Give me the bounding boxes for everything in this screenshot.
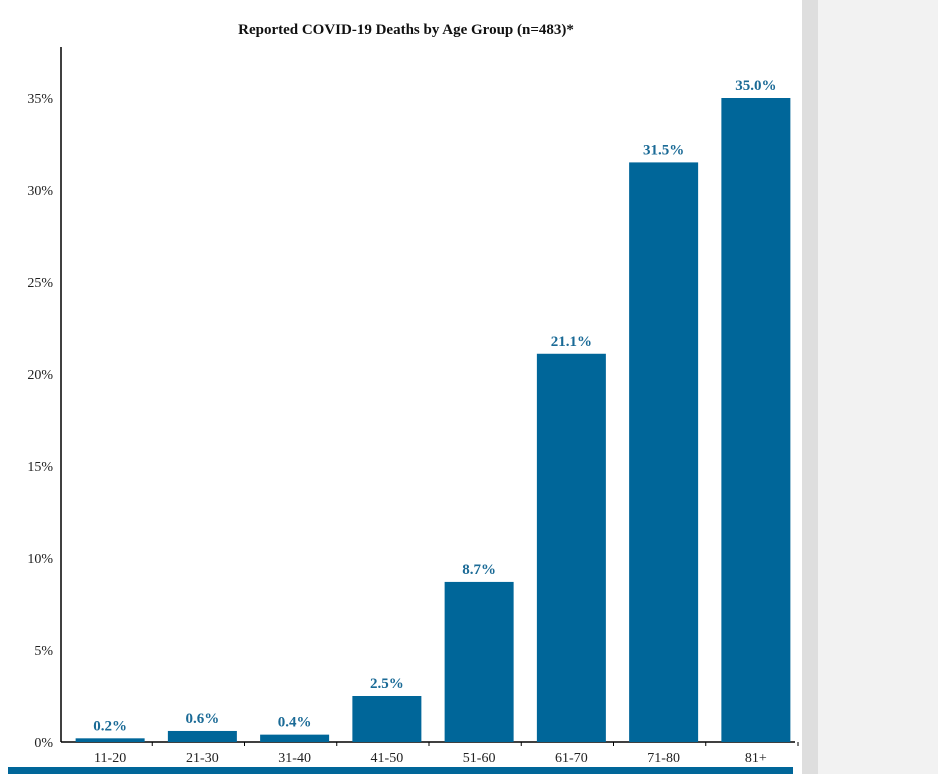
data-labels: 0.2% 0.6% 0.4% 2.5% 8.7% 21.1% 31.5% 35.0% — [93, 78, 776, 734]
data-label: 8.7% — [462, 562, 496, 578]
y-tick-label: 30% — [27, 184, 53, 199]
x-tick-label: 51-60 — [463, 751, 496, 766]
bottom-rule — [8, 767, 793, 774]
bar — [536, 353, 606, 742]
y-axis: 0% 5% 10% 15% 20% 25% 30% 35% — [27, 47, 62, 751]
bar — [352, 696, 422, 742]
side-panel — [818, 0, 938, 774]
bar-chart: Reported COVID-19 Deaths by Age Group (n… — [27, 22, 799, 766]
bar — [167, 730, 237, 742]
y-tick-label: 35% — [27, 92, 53, 107]
data-label: 31.5% — [643, 142, 684, 158]
bar — [444, 581, 514, 742]
y-tick-label: 0% — [34, 736, 53, 751]
bar — [260, 734, 330, 742]
data-label: 21.1% — [551, 334, 592, 350]
x-tick-label: 11-20 — [94, 751, 126, 766]
y-tick-label: 15% — [27, 460, 53, 475]
data-label: 0.4% — [278, 715, 312, 731]
bar — [629, 162, 699, 742]
chart-panel: Reported COVID-19 Deaths by Age Group (n… — [8, 22, 799, 774]
x-tick-label: 21-30 — [186, 751, 219, 766]
data-label: 2.5% — [370, 676, 404, 692]
bars — [75, 98, 791, 742]
bar — [75, 738, 145, 742]
x-tick-label: 81+ — [745, 751, 767, 766]
data-label: 0.2% — [93, 718, 127, 734]
x-tick-label: 61-70 — [555, 751, 588, 766]
x-tick-label: 71-80 — [647, 751, 680, 766]
chart-title: Reported COVID-19 Deaths by Age Group (n… — [238, 22, 574, 38]
scrollbar-track[interactable] — [802, 0, 818, 774]
y-tick-label: 25% — [27, 276, 53, 291]
y-tick-label: 10% — [27, 552, 53, 567]
bar — [721, 98, 791, 742]
x-axis: 11-20 21-30 31-40 41-50 51-60 61-70 71-80 81+ — [61, 741, 799, 766]
data-label: 35.0% — [735, 78, 776, 94]
x-tick-label: 31-40 — [278, 751, 311, 766]
data-label: 0.6% — [186, 711, 220, 727]
y-tick-label: 5% — [34, 644, 53, 659]
y-tick-label: 20% — [27, 368, 53, 383]
x-tick-label: 41-50 — [371, 751, 404, 766]
